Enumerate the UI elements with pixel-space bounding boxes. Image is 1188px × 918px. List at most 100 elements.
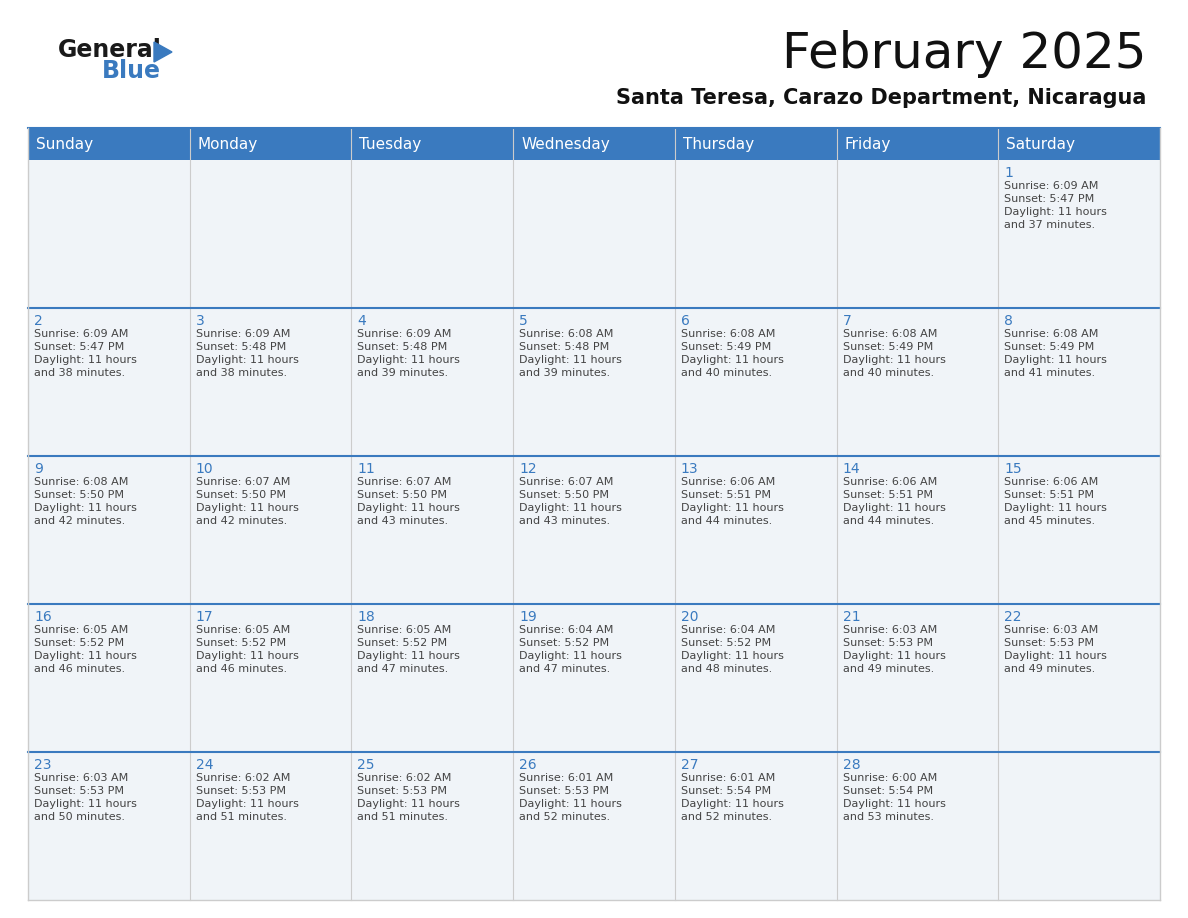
Text: and 43 minutes.: and 43 minutes. xyxy=(519,516,611,526)
Text: and 47 minutes.: and 47 minutes. xyxy=(519,664,611,674)
Text: February 2025: February 2025 xyxy=(782,30,1146,78)
Text: Daylight: 11 hours: Daylight: 11 hours xyxy=(1004,503,1107,513)
Bar xyxy=(513,752,675,900)
Text: and 47 minutes.: and 47 minutes. xyxy=(358,664,449,674)
Text: Sunset: 5:53 PM: Sunset: 5:53 PM xyxy=(1004,638,1094,648)
Text: Sunset: 5:47 PM: Sunset: 5:47 PM xyxy=(34,342,125,352)
Text: 24: 24 xyxy=(196,758,213,772)
Polygon shape xyxy=(154,42,172,62)
Text: and 44 minutes.: and 44 minutes. xyxy=(681,516,772,526)
Text: Sunrise: 6:06 AM: Sunrise: 6:06 AM xyxy=(842,477,937,487)
Text: 16: 16 xyxy=(34,610,52,624)
Text: 11: 11 xyxy=(358,462,375,476)
Bar xyxy=(675,604,836,752)
Bar xyxy=(29,456,190,604)
Text: Blue: Blue xyxy=(102,59,162,83)
Text: and 50 minutes.: and 50 minutes. xyxy=(34,812,125,822)
Text: 14: 14 xyxy=(842,462,860,476)
Text: Sunrise: 6:07 AM: Sunrise: 6:07 AM xyxy=(196,477,290,487)
Text: 27: 27 xyxy=(681,758,699,772)
Text: Sunset: 5:48 PM: Sunset: 5:48 PM xyxy=(196,342,286,352)
Bar xyxy=(513,604,675,752)
Bar xyxy=(29,160,190,308)
Text: Daylight: 11 hours: Daylight: 11 hours xyxy=(519,503,623,513)
Text: 13: 13 xyxy=(681,462,699,476)
Text: 6: 6 xyxy=(681,314,690,328)
Text: Daylight: 11 hours: Daylight: 11 hours xyxy=(519,799,623,809)
Text: 4: 4 xyxy=(358,314,366,328)
Text: Sunrise: 6:09 AM: Sunrise: 6:09 AM xyxy=(358,329,451,339)
Text: Sunrise: 6:07 AM: Sunrise: 6:07 AM xyxy=(358,477,451,487)
Text: 20: 20 xyxy=(681,610,699,624)
Bar xyxy=(190,752,352,900)
Text: Thursday: Thursday xyxy=(683,137,754,151)
Text: Sunset: 5:50 PM: Sunset: 5:50 PM xyxy=(196,490,286,500)
Text: Saturday: Saturday xyxy=(1006,137,1075,151)
Bar xyxy=(352,160,513,308)
Text: Sunset: 5:51 PM: Sunset: 5:51 PM xyxy=(842,490,933,500)
Text: Sunrise: 6:08 AM: Sunrise: 6:08 AM xyxy=(34,477,128,487)
Bar xyxy=(998,160,1159,308)
Text: Sunrise: 6:06 AM: Sunrise: 6:06 AM xyxy=(1004,477,1099,487)
Text: Sunrise: 6:05 AM: Sunrise: 6:05 AM xyxy=(196,625,290,635)
Text: Sunset: 5:53 PM: Sunset: 5:53 PM xyxy=(519,786,609,796)
Text: and 48 minutes.: and 48 minutes. xyxy=(681,664,772,674)
Text: Sunrise: 6:08 AM: Sunrise: 6:08 AM xyxy=(519,329,613,339)
Bar xyxy=(352,456,513,604)
Text: Sunset: 5:52 PM: Sunset: 5:52 PM xyxy=(196,638,286,648)
Text: Sunrise: 6:04 AM: Sunrise: 6:04 AM xyxy=(681,625,776,635)
Bar xyxy=(836,160,998,308)
Text: 21: 21 xyxy=(842,610,860,624)
Text: Daylight: 11 hours: Daylight: 11 hours xyxy=(681,799,784,809)
Text: Sunrise: 6:09 AM: Sunrise: 6:09 AM xyxy=(34,329,128,339)
Text: and 44 minutes.: and 44 minutes. xyxy=(842,516,934,526)
Bar xyxy=(998,604,1159,752)
Bar xyxy=(513,160,675,308)
Text: Sunrise: 6:01 AM: Sunrise: 6:01 AM xyxy=(681,773,775,783)
Text: Sunset: 5:54 PM: Sunset: 5:54 PM xyxy=(681,786,771,796)
Bar xyxy=(190,128,352,160)
Text: and 53 minutes.: and 53 minutes. xyxy=(842,812,934,822)
Text: 9: 9 xyxy=(34,462,43,476)
Text: Friday: Friday xyxy=(845,137,891,151)
Text: Daylight: 11 hours: Daylight: 11 hours xyxy=(1004,355,1107,365)
Text: Daylight: 11 hours: Daylight: 11 hours xyxy=(358,355,460,365)
Text: 23: 23 xyxy=(34,758,51,772)
Text: and 41 minutes.: and 41 minutes. xyxy=(1004,368,1095,378)
Text: Daylight: 11 hours: Daylight: 11 hours xyxy=(842,799,946,809)
Text: Sunset: 5:49 PM: Sunset: 5:49 PM xyxy=(681,342,771,352)
Text: Sunrise: 6:03 AM: Sunrise: 6:03 AM xyxy=(842,625,937,635)
Text: Daylight: 11 hours: Daylight: 11 hours xyxy=(842,651,946,661)
Text: Santa Teresa, Carazo Department, Nicaragua: Santa Teresa, Carazo Department, Nicarag… xyxy=(615,88,1146,108)
Text: and 51 minutes.: and 51 minutes. xyxy=(358,812,448,822)
Bar xyxy=(352,128,513,160)
Text: Sunset: 5:51 PM: Sunset: 5:51 PM xyxy=(681,490,771,500)
Text: and 45 minutes.: and 45 minutes. xyxy=(1004,516,1095,526)
Bar xyxy=(29,308,190,456)
Text: Daylight: 11 hours: Daylight: 11 hours xyxy=(358,503,460,513)
Text: Daylight: 11 hours: Daylight: 11 hours xyxy=(34,355,137,365)
Text: and 38 minutes.: and 38 minutes. xyxy=(34,368,125,378)
Text: Sunset: 5:49 PM: Sunset: 5:49 PM xyxy=(842,342,933,352)
Text: and 42 minutes.: and 42 minutes. xyxy=(196,516,287,526)
Text: and 39 minutes.: and 39 minutes. xyxy=(519,368,611,378)
Text: Daylight: 11 hours: Daylight: 11 hours xyxy=(519,355,623,365)
Text: 2: 2 xyxy=(34,314,43,328)
Text: Sunrise: 6:09 AM: Sunrise: 6:09 AM xyxy=(196,329,290,339)
Text: Sunrise: 6:08 AM: Sunrise: 6:08 AM xyxy=(681,329,776,339)
Bar xyxy=(190,308,352,456)
Text: Sunrise: 6:02 AM: Sunrise: 6:02 AM xyxy=(196,773,290,783)
Text: Daylight: 11 hours: Daylight: 11 hours xyxy=(842,503,946,513)
Bar xyxy=(836,456,998,604)
Bar xyxy=(675,456,836,604)
Text: Daylight: 11 hours: Daylight: 11 hours xyxy=(196,355,298,365)
Text: 28: 28 xyxy=(842,758,860,772)
Bar xyxy=(836,604,998,752)
Text: Sunset: 5:52 PM: Sunset: 5:52 PM xyxy=(519,638,609,648)
Text: and 49 minutes.: and 49 minutes. xyxy=(842,664,934,674)
Bar xyxy=(836,752,998,900)
Text: Daylight: 11 hours: Daylight: 11 hours xyxy=(1004,651,1107,661)
Bar xyxy=(836,308,998,456)
Text: and 46 minutes.: and 46 minutes. xyxy=(196,664,286,674)
Text: Sunset: 5:53 PM: Sunset: 5:53 PM xyxy=(196,786,286,796)
